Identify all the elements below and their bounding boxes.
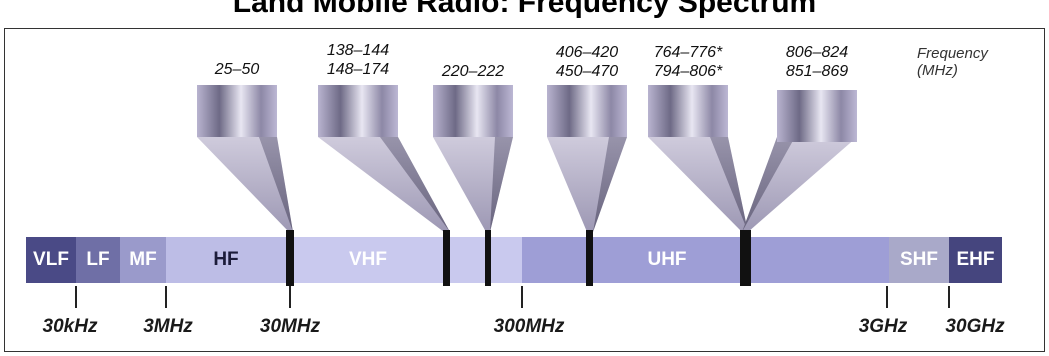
band-label-uhf: UHF xyxy=(647,249,687,270)
allocation-line: 764–776* xyxy=(653,44,723,61)
marker-406-470 xyxy=(586,230,593,286)
allocation-line: 450–470 xyxy=(555,63,619,80)
frequency-title-line: Frequency xyxy=(917,45,988,62)
band-label-shf: SHF xyxy=(900,249,938,270)
band-label-lf: LF xyxy=(86,249,110,270)
allocation-line: 406–420 xyxy=(555,44,619,61)
allocation-line: 794–806* xyxy=(653,63,723,80)
band-bg-lf xyxy=(76,237,120,283)
band-bg-hf xyxy=(166,237,290,283)
tick-label-3ghz: 3GHz xyxy=(858,316,908,337)
allocation-line: 138–144 xyxy=(326,42,390,59)
allocation-line: 148–174 xyxy=(326,61,390,78)
band-bg-mf xyxy=(120,237,166,283)
cylinder-806-869 xyxy=(777,90,857,142)
funnel-406-470 xyxy=(547,137,627,232)
band-bg-shf xyxy=(889,237,949,283)
allocation-label-220-222: 220–222 xyxy=(428,62,518,81)
band-label-vhf: VHF xyxy=(349,249,387,270)
marker-220-222 xyxy=(485,230,491,286)
allocation-label-764-806: 764–776* 794–806* xyxy=(641,43,735,81)
funnel-138-174 xyxy=(318,137,450,232)
marker-138-174 xyxy=(443,230,450,286)
allocation-line: 25–50 xyxy=(214,61,260,78)
marker-25-50 xyxy=(286,230,294,286)
tick-label-30mhz: 30MHz xyxy=(259,316,321,337)
band-bg-vhf xyxy=(290,237,522,283)
marker-764-869 xyxy=(740,230,751,286)
allocation-label-25-50: 25–50 xyxy=(197,60,277,79)
frequency-axis-title: Frequency (MHz) xyxy=(917,45,988,79)
tick-label-30khz: 30kHz xyxy=(42,316,98,337)
funnel-764-806 xyxy=(648,137,748,232)
diagram-frame xyxy=(4,28,1045,352)
band-label-hf: HF xyxy=(213,249,239,270)
band-label-mf: MF xyxy=(129,249,157,270)
cylinder-220-222 xyxy=(433,85,513,137)
band-label-vlf: VLF xyxy=(33,249,69,270)
allocation-line: 806–824 xyxy=(785,44,849,61)
band-label-ehf: EHF xyxy=(956,249,995,270)
band-bg-uhf xyxy=(522,237,889,283)
funnel-25-50 xyxy=(197,137,293,232)
cylinder-25-50 xyxy=(197,85,277,137)
allocation-label-406-470: 406–420 450–470 xyxy=(542,43,632,81)
cylinder-406-470 xyxy=(547,85,627,137)
allocation-line: 220–222 xyxy=(441,63,505,80)
allocation-line: 851–869 xyxy=(785,63,849,80)
spectrum-bar xyxy=(26,237,1002,283)
tick-label-30ghz: 30GHz xyxy=(945,316,1005,337)
funnel-220-222 xyxy=(433,137,513,232)
cylinder-138-174 xyxy=(318,85,398,137)
tick-label-3mhz: 3MHz xyxy=(143,316,193,337)
band-bg-vlf xyxy=(26,237,76,283)
allocation-label-806-869: 806–824 851–869 xyxy=(772,43,862,81)
tick-label-300mhz: 300MHz xyxy=(493,316,565,337)
frequency-unit-line: (MHz) xyxy=(917,62,958,79)
band-bg-ehf xyxy=(949,237,1002,283)
cylinder-764-806 xyxy=(648,85,728,137)
page-title: Land Mobile Radio: Frequency Spectrum xyxy=(232,0,817,19)
allocation-label-138-174: 138–144 148–174 xyxy=(313,41,403,79)
funnel-806-869 xyxy=(742,137,857,232)
